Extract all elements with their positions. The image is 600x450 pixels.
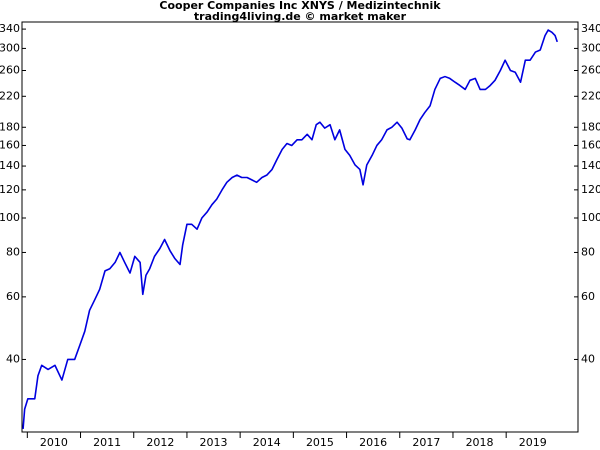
y-tick-label: 80 bbox=[6, 245, 20, 258]
y-tick-label: 180 bbox=[581, 120, 600, 133]
chart-title: Cooper Companies Inc XNYS / Medizintechn… bbox=[159, 0, 441, 12]
x-tick-label: 2018 bbox=[466, 436, 494, 449]
x-tick-label: 2019 bbox=[519, 436, 547, 449]
x-tick-label: 2015 bbox=[306, 436, 334, 449]
y-tick-label: 220 bbox=[0, 89, 20, 102]
y-tick-label: 220 bbox=[581, 89, 600, 102]
x-tick-label: 2011 bbox=[93, 436, 121, 449]
y-tick-label: 60 bbox=[581, 290, 595, 303]
x-tick-label: 2010 bbox=[40, 436, 68, 449]
y-tick-label: 40 bbox=[6, 352, 20, 365]
y-tick-label: 140 bbox=[581, 159, 600, 172]
y-tick-label: 140 bbox=[0, 159, 20, 172]
price-line bbox=[22, 29, 559, 430]
y-tick-label: 120 bbox=[581, 183, 600, 196]
y-tick-label: 100 bbox=[581, 211, 600, 224]
x-tick-label: 2012 bbox=[146, 436, 174, 449]
x-tick-label: 2013 bbox=[200, 436, 228, 449]
y-tick-label: 160 bbox=[0, 138, 20, 151]
y-tick-label: 120 bbox=[0, 183, 20, 196]
y-tick-label: 300 bbox=[0, 41, 20, 54]
y-tick-label: 340 bbox=[581, 22, 600, 35]
y-tick-label: 340 bbox=[0, 22, 20, 35]
chart-subtitle: trading4living.de © market maker bbox=[194, 10, 407, 23]
x-tick-label: 2017 bbox=[412, 436, 440, 449]
y-tick-label: 80 bbox=[581, 245, 595, 258]
y-tick-label: 60 bbox=[6, 290, 20, 303]
y-tick-label: 180 bbox=[0, 120, 20, 133]
x-tick-label: 2014 bbox=[253, 436, 281, 449]
y-tick-label: 300 bbox=[581, 41, 600, 54]
y-tick-label: 160 bbox=[581, 138, 600, 151]
plot-frame bbox=[21, 21, 579, 433]
y-tick-label: 260 bbox=[581, 64, 600, 77]
y-tick-label: 100 bbox=[0, 211, 20, 224]
y-tick-label: 40 bbox=[581, 352, 595, 365]
x-tick-label: 2016 bbox=[359, 436, 387, 449]
y-tick-label: 260 bbox=[0, 64, 20, 77]
